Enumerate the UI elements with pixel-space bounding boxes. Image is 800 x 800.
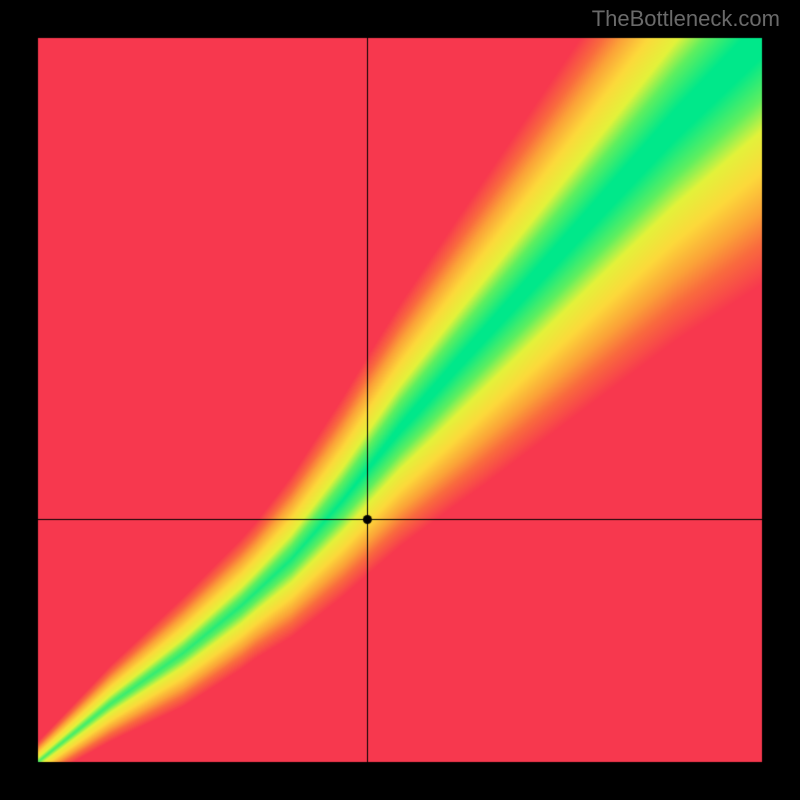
watermark-text: TheBottleneck.com <box>592 6 780 32</box>
chart-container: TheBottleneck.com <box>0 0 800 800</box>
bottleneck-heatmap <box>0 0 800 800</box>
